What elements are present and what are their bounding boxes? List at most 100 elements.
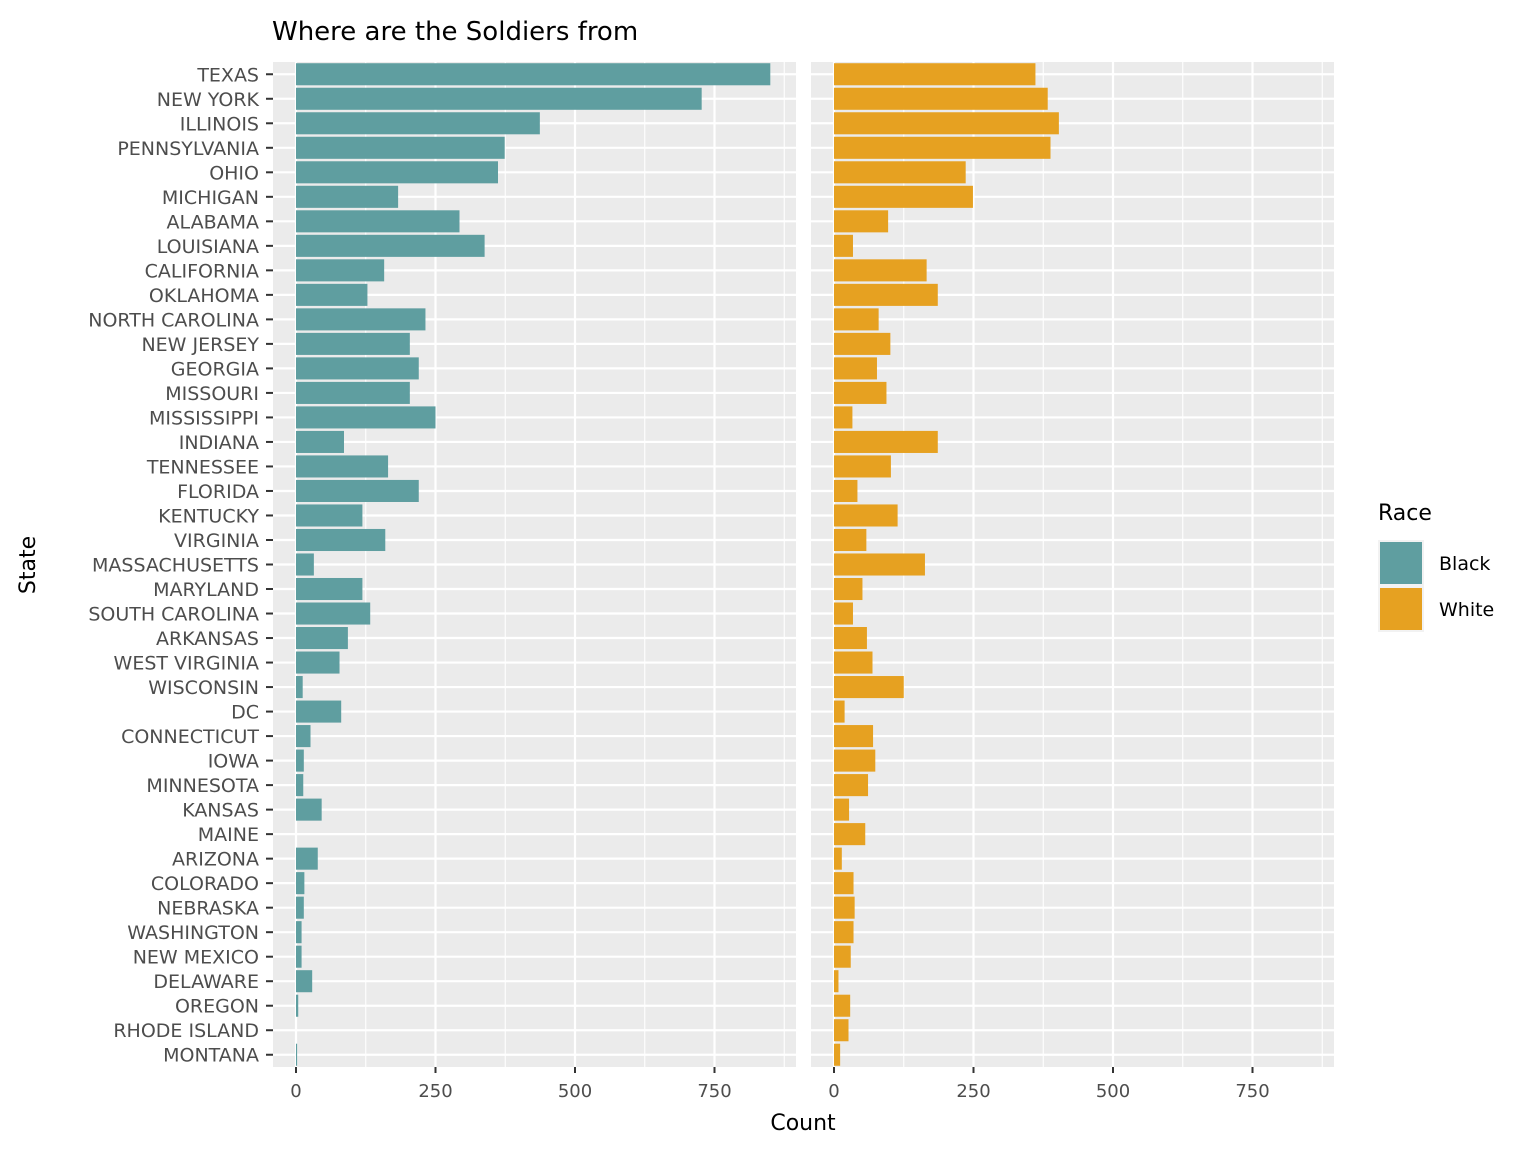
x-tick-label: 0: [290, 1081, 301, 1102]
bar-white-wisconsin: [834, 676, 904, 699]
bar-white-delaware: [834, 970, 839, 993]
y-tick-label: WASHINGTON: [127, 922, 259, 944]
bar-white-california: [834, 259, 927, 282]
bar-black-connecticut: [296, 725, 311, 748]
bar-black-iowa: [296, 749, 304, 772]
bar-white-florida: [834, 479, 858, 502]
bar-black-washington: [296, 921, 302, 944]
y-tick-label: TEXAS: [196, 64, 259, 86]
y-tick-label: CALIFORNIA: [145, 260, 259, 282]
y-tick-label: WISCONSIN: [148, 677, 259, 699]
y-tick-label: INDIANA: [179, 432, 259, 454]
bar-black-delaware: [296, 970, 313, 993]
bar-black-west-virginia: [296, 651, 340, 674]
bar-white-connecticut: [834, 725, 874, 748]
bar-white-kansas: [834, 798, 850, 821]
bar-white-illinois: [834, 112, 1059, 135]
bar-white-dc: [834, 700, 845, 723]
y-tick-label: NEW YORK: [157, 89, 260, 111]
bar-black-montana: [296, 1043, 298, 1066]
bar-black-minnesota: [296, 774, 304, 797]
x-tick-label: 750: [697, 1081, 731, 1102]
x-axis-title: Count: [770, 1111, 836, 1136]
bar-black-california: [296, 259, 385, 282]
bar-white-missouri: [834, 381, 887, 404]
y-tick-label: LOUISIANA: [157, 236, 259, 258]
y-tick-label: TENNESSEE: [146, 456, 259, 478]
bar-white-ohio: [834, 161, 966, 184]
x-tick-label: 0: [828, 1081, 839, 1102]
y-tick-label: ARKANSAS: [156, 628, 259, 650]
bar-black-oregon: [296, 994, 299, 1017]
bar-white-indiana: [834, 430, 938, 453]
x-tick-label: 250: [956, 1081, 990, 1102]
y-tick-label: NEW MEXICO: [133, 947, 259, 969]
y-tick-label: MARYLAND: [153, 579, 259, 601]
bar-white-arkansas: [834, 627, 867, 650]
y-tick-label: SOUTH CAROLINA: [88, 604, 259, 626]
y-tick-label: MINNESOTA: [146, 775, 259, 797]
y-tick-label: ILLINOIS: [180, 113, 259, 135]
y-tick-label: OKLAHOMA: [149, 285, 259, 307]
y-tick-label: PENNSYLVANIA: [117, 138, 259, 160]
bar-white-north-carolina: [834, 308, 879, 331]
bar-black-tennessee: [296, 455, 389, 478]
bar-white-washington: [834, 921, 854, 944]
bar-white-alabama: [834, 210, 889, 233]
bar-black-maryland: [296, 577, 363, 601]
bar-black-kentucky: [296, 504, 363, 527]
y-tick-label: MISSOURI: [165, 383, 259, 405]
legend: Race Black White: [1378, 501, 1494, 632]
x-axis: 0 250 500 750 0 250 500 750: [290, 1067, 1270, 1102]
bar-white-virginia: [834, 528, 867, 552]
bar-black-colorado: [296, 872, 305, 895]
y-tick-label: MICHIGAN: [162, 187, 259, 209]
bar-white-kentucky: [834, 504, 898, 527]
y-tick-label: KANSAS: [182, 800, 259, 822]
x-tick-label: 750: [1235, 1081, 1269, 1102]
y-tick-label: VIRGINIA: [174, 530, 259, 552]
bar-white-south-carolina: [834, 602, 853, 625]
bar-white-maine: [834, 823, 866, 846]
bar-white-montana: [834, 1043, 841, 1066]
bar-black-dc: [296, 700, 342, 723]
bar-white-minnesota: [834, 774, 869, 797]
bar-black-wisconsin: [296, 676, 303, 699]
bar-white-mississippi: [834, 406, 853, 429]
y-tick-label: NEW JERSEY: [141, 334, 259, 356]
bar-black-new-york: [296, 87, 702, 110]
bar-white-tennessee: [834, 455, 891, 478]
bar-white-oklahoma: [834, 283, 938, 306]
y-tick-label: IOWA: [208, 751, 259, 773]
x-tick-label: 500: [558, 1081, 592, 1102]
bar-black-louisiana: [296, 234, 485, 257]
y-tick-label: ARIZONA: [172, 849, 259, 871]
y-tick-label: NEBRASKA: [157, 898, 259, 920]
y-tick-label: MONTANA: [163, 1045, 259, 1067]
bar-white-maryland: [834, 577, 863, 601]
bar-white-rhode-island: [834, 1019, 849, 1042]
bar-white-west-virginia: [834, 651, 873, 674]
legend-label-white: White: [1439, 599, 1494, 621]
facet-panels: [273, 62, 1334, 1067]
chart-title: Where are the Soldiers from: [272, 17, 638, 47]
y-tick-label: OREGON: [175, 996, 259, 1018]
panel-black: [273, 62, 796, 1067]
bar-black-arkansas: [296, 627, 348, 650]
bar-black-south-carolina: [296, 602, 371, 625]
x-tick-label: 500: [1096, 1081, 1130, 1102]
bar-white-arizona: [834, 847, 842, 870]
y-tick-label: RHODE ISLAND: [113, 1020, 259, 1042]
bar-black-virginia: [296, 528, 386, 552]
y-tick-label: COLORADO: [151, 873, 259, 895]
y-tick-label: MAINE: [198, 824, 259, 846]
bar-white-louisiana: [834, 234, 853, 257]
bar-white-georgia: [834, 357, 877, 380]
bar-black-indiana: [296, 430, 344, 453]
y-tick-label: NORTH CAROLINA: [88, 309, 259, 331]
bar-black-kansas: [296, 798, 322, 821]
bar-black-new-jersey: [296, 332, 410, 355]
y-tick-label: ALABAMA: [167, 211, 259, 233]
